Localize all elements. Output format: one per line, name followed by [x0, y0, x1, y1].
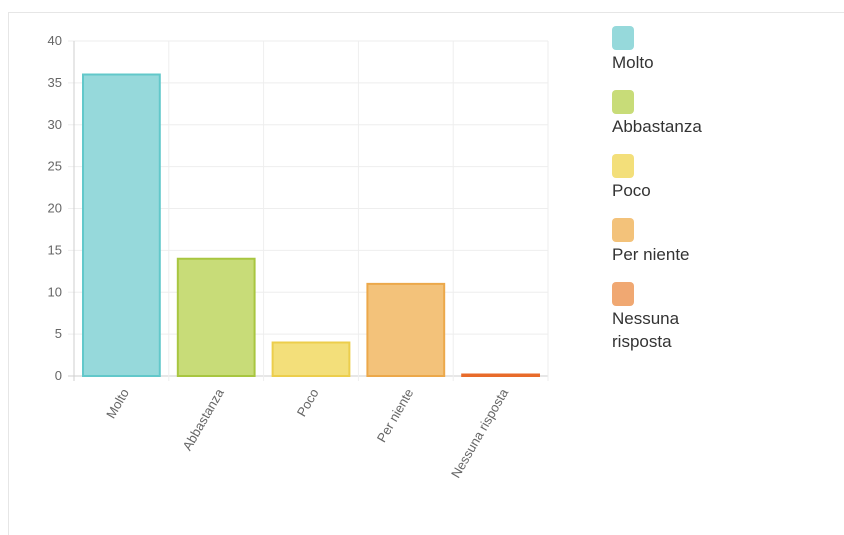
- x-tick-label: Per niente: [374, 386, 417, 445]
- legend-swatch-per-niente: [612, 218, 634, 242]
- bar-poco[interactable]: [271, 341, 351, 377]
- y-tick-label: 40: [48, 33, 62, 48]
- legend-label-poco: Poco: [612, 181, 651, 200]
- legend-label-molto: Molto: [612, 53, 654, 72]
- y-tick-label: 5: [55, 326, 62, 341]
- legend-item-abbastanza[interactable]: Abbastanza: [612, 90, 752, 138]
- legend-item-nessuna-risposta[interactable]: Nessuna risposta: [612, 282, 752, 353]
- chart-frame: [8, 12, 844, 535]
- x-tick-label: Poco: [294, 386, 322, 419]
- legend-label-abbastanza: Abbastanza: [612, 117, 702, 136]
- legend-item-molto[interactable]: Molto: [612, 26, 752, 74]
- legend-label-per-niente: Per niente: [612, 245, 690, 264]
- bar-molto[interactable]: [82, 73, 161, 377]
- legend-item-per-niente[interactable]: Per niente: [612, 218, 752, 266]
- y-tick-label: 0: [55, 368, 62, 383]
- y-tick-label: 15: [48, 242, 62, 257]
- bar-per-niente[interactable]: [366, 282, 446, 377]
- y-tick-label: 35: [48, 75, 62, 90]
- y-tick-label: 30: [48, 117, 62, 132]
- legend-item-poco[interactable]: Poco: [612, 154, 752, 202]
- x-tick-label: Abbastanza: [179, 385, 227, 453]
- y-tick-label: 20: [48, 201, 62, 216]
- y-tick-label: 10: [48, 284, 62, 299]
- bar-abbastanza[interactable]: [176, 257, 256, 377]
- bar-chart: 0 5 10 15 20 25 30 35 40 Molto Abbastanza Poco Per n…: [48, 33, 549, 480]
- x-tick-label: Nessuna risposta: [448, 385, 512, 480]
- legend-swatch-abbastanza: [612, 90, 634, 114]
- x-tick-label: Molto: [103, 386, 132, 421]
- chart-legend: Molto Abbastanza Poco Per niente Nessuna…: [612, 26, 752, 369]
- y-tick-label: 25: [48, 159, 62, 174]
- legend-swatch-molto: [612, 26, 634, 50]
- bar-nessuna-risposta[interactable]: [461, 373, 540, 377]
- legend-label-nessuna-risposta: Nessuna risposta: [612, 309, 680, 351]
- legend-swatch-poco: [612, 154, 634, 178]
- legend-swatch-nessuna-risposta: [612, 282, 634, 306]
